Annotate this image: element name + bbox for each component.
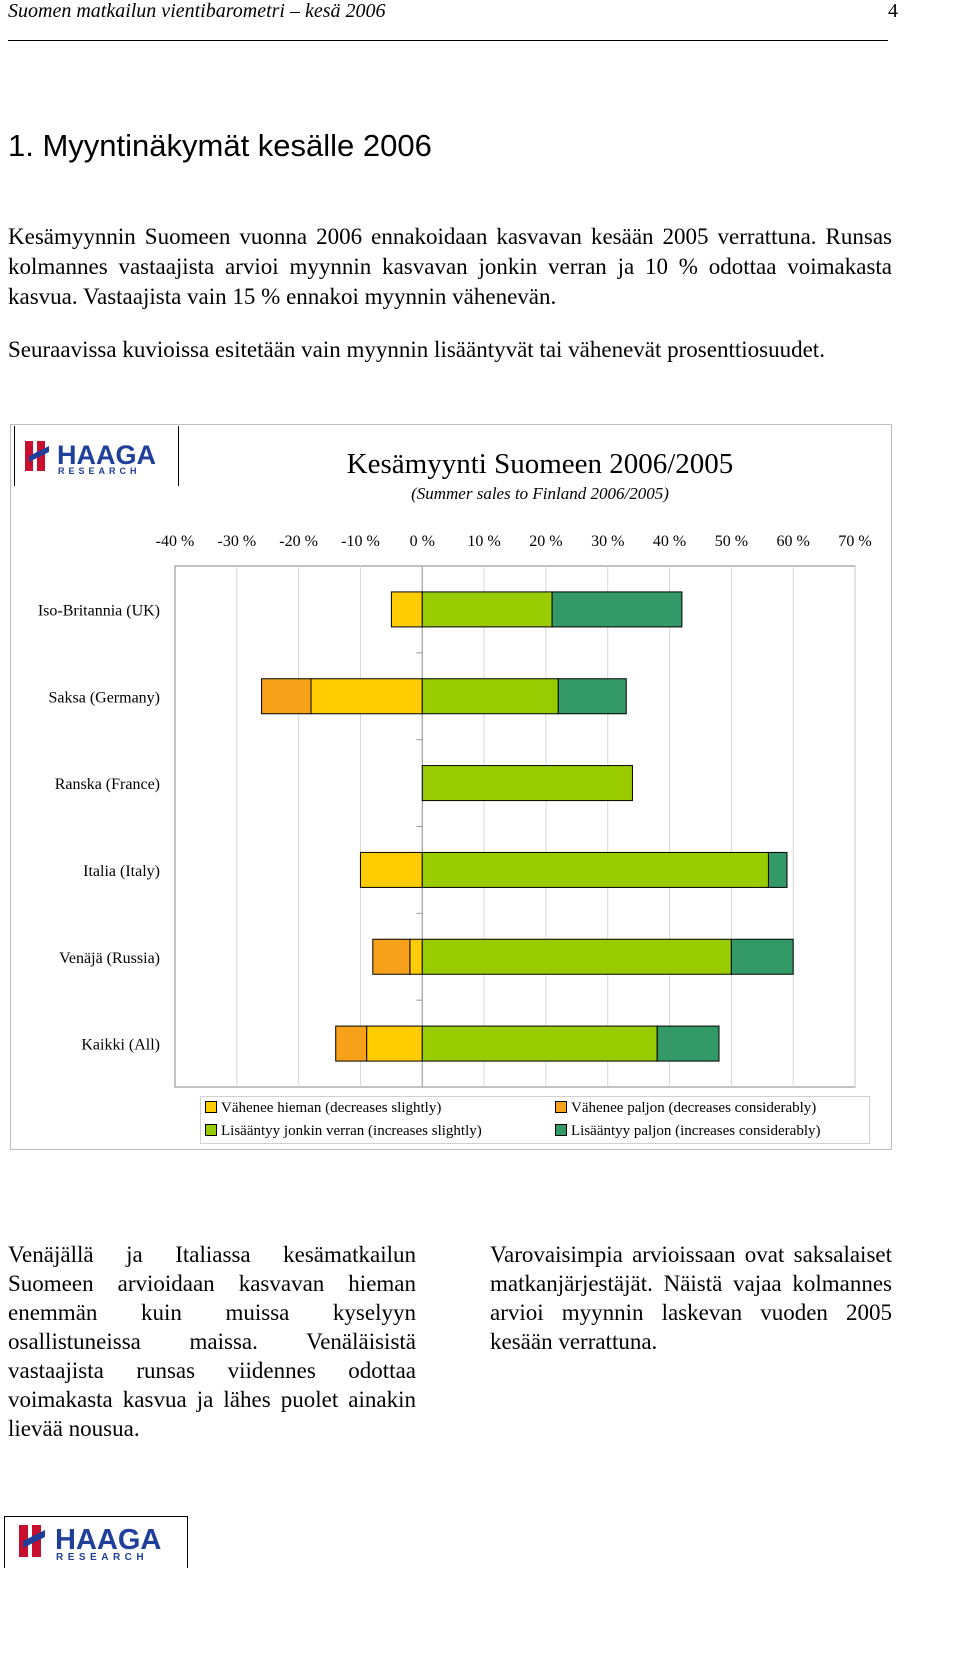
page-header: Suomen matkailun vientibarometri – kesä … (8, 0, 898, 41)
bar-segment (551, 591, 683, 628)
category-label: Iso-Britannia (UK) (38, 602, 160, 619)
haaga-logo-footer: HAAGA RESEARCH (4, 1516, 188, 1568)
bar-segment (421, 1025, 658, 1062)
legend-item: Vähenee hieman (decreases slightly) (205, 1100, 441, 1117)
bar-segment (409, 938, 423, 975)
chart-legend: Vähenee hieman (decreases slightly) Vähe… (200, 1096, 870, 1144)
legend-label: Vähenee paljon (decreases considerably) (571, 1100, 817, 1116)
logo-slash (23, 1530, 45, 1548)
legend-swatch (555, 1100, 567, 1113)
legend-label: Lisääntyy jonkin verran (increases sligh… (221, 1123, 482, 1139)
x-tick-label: 30 % (591, 533, 624, 550)
bar-segment (656, 1025, 720, 1062)
bar-segment (372, 938, 411, 975)
legend-item: Lisääntyy paljon (increases considerably… (555, 1123, 821, 1140)
chart-frame (10, 424, 892, 1150)
x-tick-label: 50 % (715, 533, 748, 550)
bar-segment (421, 765, 633, 802)
bar-segment (261, 678, 312, 715)
category-label: Venäjä (Russia) (59, 950, 160, 967)
x-tick-label: 20 % (529, 533, 562, 550)
document-title: Suomen matkailun vientibarometri – kesä … (8, 0, 386, 22)
x-tick-label: -20 % (279, 533, 318, 550)
bar-segment (557, 678, 627, 715)
logo-word: HAAGA (55, 1524, 161, 1556)
bar-segment (359, 851, 423, 888)
bar-chart: -40 % -30 % -20 % -10 % 0 % 10 % 20 % 30 % 40 % 5… (38, 533, 872, 1088)
logo-slash (29, 446, 49, 462)
x-tick-label: -40 % (156, 533, 195, 550)
x-tick-label: -10 % (341, 533, 380, 550)
legend-swatch (205, 1100, 217, 1113)
bar-segment (421, 851, 769, 888)
intro-paragraph-1: Kesämyynnin Suomeen vuonna 2006 ennakoid… (8, 224, 892, 309)
legend-swatch (205, 1123, 217, 1136)
x-tick-label: 40 % (653, 533, 686, 550)
logo-subword: RESEARCH (56, 1552, 148, 1563)
bar-segment (310, 678, 423, 715)
bar-segment (767, 851, 788, 888)
logo-word: HAAGA (57, 440, 156, 470)
legend-label: Lisääntyy paljon (increases considerably… (571, 1123, 821, 1139)
legend-item: Vähenee paljon (decreases considerably) (555, 1100, 816, 1117)
haaga-logo-mark: HAAGA RESEARCH (25, 440, 156, 476)
body-column-right: Varovaisimpia arvioissaan ovat saksalais… (490, 1242, 892, 1354)
x-tick-label: 70 % (838, 533, 871, 550)
logo-subword: RESEARCH (58, 466, 141, 476)
bar-segment (390, 591, 423, 628)
x-tick-label: -30 % (217, 533, 256, 550)
category-label: Saksa (Germany) (48, 689, 160, 706)
legend-swatch (555, 1123, 567, 1136)
section-title: 1. Myyntinäkymät kesälle 2006 (8, 128, 432, 163)
x-tick-label: 10 % (467, 533, 500, 550)
legend-label: Vähenee hieman (decreases slightly) (221, 1100, 442, 1116)
bar-segment (366, 1025, 423, 1062)
bar-segment (421, 591, 553, 628)
category-label: Ranska (France) (55, 776, 160, 793)
bar-segment (335, 1025, 368, 1062)
haaga-logo-mark: HAAGA RESEARCH (19, 1524, 161, 1563)
bar-segment (421, 678, 559, 715)
chart-title: Kesämyynti Suomeen 2006/2005 (346, 448, 734, 480)
haaga-logo: HAAGA RESEARCH (14, 426, 179, 486)
plot-area (174, 565, 856, 1088)
category-label: Kaikki (All) (81, 1037, 160, 1054)
page-number: 4 (888, 0, 898, 22)
chart-subtitle: (Summer sales to Finland 2006/2005) (411, 484, 669, 503)
intro-paragraph-2: Seuraavissa kuvioissa esitetään vain myy… (8, 337, 825, 362)
bar-segment (730, 938, 794, 975)
x-tick-label: 0 % (410, 533, 435, 550)
x-tick-label: 60 % (777, 533, 810, 550)
bar-segment (421, 938, 732, 975)
legend-item: Lisääntyy jonkin verran (increases sligh… (205, 1123, 482, 1140)
category-label: Italia (Italy) (83, 863, 160, 880)
body-column-left: Venäjällä ja Italiassa kesämatkailun Suo… (8, 1242, 416, 1441)
